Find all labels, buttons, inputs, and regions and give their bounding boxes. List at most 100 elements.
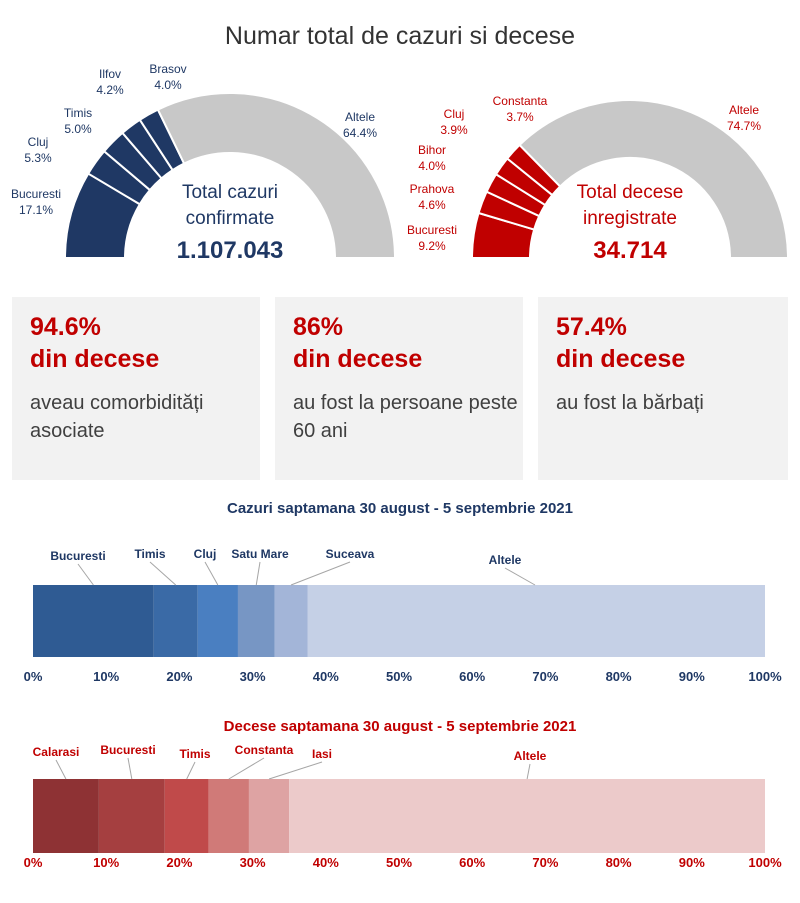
- bar-segment-timis: [153, 585, 198, 657]
- bar-segment-suceava: [274, 585, 308, 657]
- axis-tick-label: 0%: [24, 669, 43, 684]
- bar-segment-cluj: [197, 585, 238, 657]
- segment-label: Timis: [179, 747, 210, 761]
- axis-tick-label: 30%: [240, 669, 266, 684]
- axis-tick-label: 70%: [532, 855, 558, 870]
- bar-segment-iasi: [248, 779, 290, 853]
- axis-tick-label: 10%: [93, 855, 119, 870]
- donut-center-label: inregistrate: [583, 208, 677, 229]
- slice-percent: 64.4%: [343, 126, 377, 140]
- slice-percent: 5.3%: [24, 151, 52, 165]
- slice-label: Constanta: [493, 94, 548, 108]
- slice-label: Ilfov: [99, 67, 121, 81]
- axis-tick-label: 40%: [313, 855, 339, 870]
- bar-segment-altele: [289, 779, 765, 853]
- leader-line: [504, 567, 536, 586]
- slice-label: Cluj: [444, 107, 465, 121]
- deaths-bar-title: Decese saptamana 30 august - 5 septembri…: [223, 718, 577, 735]
- stat-percent: 94.6%: [30, 313, 101, 341]
- leader-line: [255, 561, 261, 586]
- slice-percent: 4.6%: [418, 198, 446, 212]
- axis-tick-label: 60%: [459, 669, 485, 684]
- stat-description: aveau comorbidități asociate: [30, 392, 204, 442]
- segment-label: Calarasi: [33, 745, 80, 759]
- leader-line: [290, 561, 351, 586]
- axis-tick-label: 60%: [459, 855, 485, 870]
- donut-center-label: confirmate: [186, 208, 275, 229]
- stat-description: au fost la bărbați: [556, 392, 704, 414]
- slice-percent: 3.9%: [440, 123, 468, 137]
- segment-label: Satu Mare: [231, 547, 289, 561]
- axis-tick-label: 50%: [386, 855, 412, 870]
- slice-percent: 4.2%: [96, 83, 124, 97]
- slice-label: Bihor: [418, 143, 446, 157]
- bar-segment-altele: [307, 585, 765, 657]
- axis-tick-label: 20%: [166, 669, 192, 684]
- segment-label: Altele: [489, 553, 522, 567]
- bar-segment-calarasi: [33, 779, 99, 853]
- bar-segment-timis: [164, 779, 209, 853]
- segment-label: Bucuresti: [100, 743, 155, 757]
- segment-label: Timis: [134, 547, 165, 561]
- slice-percent: 9.2%: [418, 239, 446, 253]
- slice-percent: 4.0%: [418, 159, 446, 173]
- leader-line: [186, 761, 196, 780]
- axis-tick-label: 30%: [240, 855, 266, 870]
- stat-card-comorbidities: 94.6% din decese aveau comorbidități aso…: [12, 297, 260, 480]
- slice-label: Cluj: [28, 135, 49, 149]
- slice-percent: 4.0%: [154, 78, 182, 92]
- main-title: Numar total de cazuri si decese: [224, 22, 576, 50]
- leader-line: [77, 563, 94, 586]
- stat-percent: 57.4%: [556, 313, 627, 341]
- slice-percent: 3.7%: [506, 110, 534, 124]
- segment-label: Cluj: [194, 547, 217, 561]
- segment-label: Bucuresti: [50, 549, 105, 563]
- stat-subtitle: din decese: [556, 345, 686, 373]
- cases-donut-chart: Bucuresti 17.1% Cluj 5.3% Timis 5.0% Ilfov 4.2%…: [11, 62, 397, 264]
- donut-slice-altele: [156, 92, 397, 259]
- axis-tick-label: 80%: [606, 669, 632, 684]
- slice-percent: 17.1%: [19, 203, 53, 217]
- segment-label: Suceava: [326, 547, 375, 561]
- bar-segment-constanta: [208, 779, 249, 853]
- axis-tick-label: 80%: [606, 855, 632, 870]
- stat-description: au fost la persoane peste 60 ani: [293, 392, 518, 442]
- axis-tick-label: 70%: [532, 669, 558, 684]
- donut-slice-altele: [518, 99, 790, 259]
- leader-line: [526, 763, 531, 780]
- bar-segment-bucuresti: [33, 585, 154, 657]
- axis-tick-label: 0%: [24, 855, 43, 870]
- slice-label: Prahova: [410, 182, 455, 196]
- bar-segment-satu-mare: [237, 585, 275, 657]
- deaths-donut-chart: Bucuresti 9.2% Prahova 4.6% Bihor 4.0% Cluj 3.9…: [407, 94, 790, 264]
- slice-label: Brasov: [149, 62, 186, 76]
- cases-bar-title: Cazuri saptamana 30 august - 5 septembri…: [227, 500, 573, 517]
- donut-center-value: 1.107.043: [177, 237, 284, 264]
- leader-line: [55, 759, 67, 780]
- slice-label: Bucuresti: [11, 187, 61, 201]
- leader-line: [204, 561, 219, 586]
- axis-tick-label: 90%: [679, 669, 705, 684]
- leader-line: [149, 561, 177, 586]
- donut-center-value: 34.714: [593, 237, 667, 264]
- stat-subtitle: din decese: [30, 345, 160, 373]
- stat-card-men: 57.4% din decese au fost la bărbați: [538, 297, 788, 480]
- axis-tick-label: 100%: [748, 855, 782, 870]
- leader-line: [228, 757, 265, 780]
- slice-label: Altele: [345, 110, 375, 124]
- slice-percent: 5.0%: [64, 122, 92, 136]
- axis-tick-label: 10%: [93, 669, 119, 684]
- axis-tick-label: 40%: [313, 669, 339, 684]
- stat-percent: 86%: [293, 313, 344, 341]
- segment-label: Constanta: [235, 743, 294, 757]
- segment-label: Iasi: [312, 747, 332, 761]
- axis-tick-label: 100%: [748, 669, 782, 684]
- donut-center-label: Total decese: [577, 182, 684, 203]
- slice-label: Altele: [729, 103, 759, 117]
- axis-tick-label: 90%: [679, 855, 705, 870]
- axis-tick-label: 50%: [386, 669, 412, 684]
- slice-label: Bucuresti: [407, 223, 457, 237]
- slice-percent: 74.7%: [727, 119, 761, 133]
